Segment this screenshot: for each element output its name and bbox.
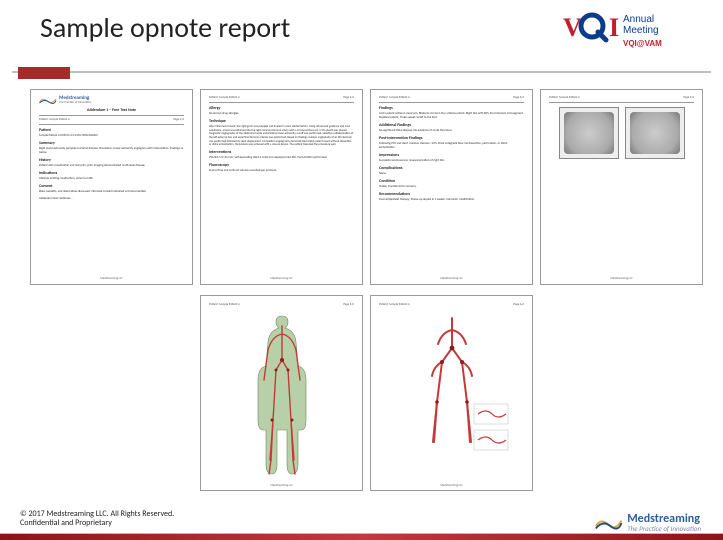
fluoro-image-2 [625, 107, 685, 159]
footer-band: © 2017 Medstreaming LLC. All Rights Rese… [0, 494, 723, 540]
title-rule [0, 65, 723, 79]
title-area: Sample opnote report V I Annual Meeting … [0, 0, 723, 59]
full-body-arterial-diagram [222, 310, 342, 480]
report-page-1: MedstreamingThe Practice of Innovation A… [30, 89, 193, 285]
report-page-3: Patient: Sample Patient APage 3/6 Findin… [370, 89, 533, 285]
slide-title: Sample opnote report [40, 10, 290, 45]
fluoro-image-1 [559, 107, 619, 159]
vqi-logo: V I Annual Meeting VQI@VAM [563, 10, 693, 59]
report-page-6: Patient: Sample Patient APage 6/6 [370, 295, 533, 491]
medstreaming-mini-logo: MedstreamingThe Practice of Innovation [39, 96, 184, 104]
vqi-sub: VQI@VAM [623, 39, 662, 48]
report-page-4: Patient: Sample Patient APage 4/6 Medstr… [540, 89, 703, 285]
svg-text:I: I [609, 13, 619, 42]
medstreaming-footer-logo: Medstreaming The Practice of Innovation [595, 513, 701, 532]
report-thumbnails: MedstreamingThe Practice of Innovation A… [30, 89, 703, 494]
vqi-line2: Meeting [623, 25, 659, 36]
vqi-line1: Annual [623, 14, 654, 25]
report-page-5: Patient: Sample Patient APage 5/6 Medstr… [200, 295, 363, 491]
copyright: © 2017 Medstreaming LLC. All Rights Rese… [18, 509, 176, 530]
aortoiliac-arterial-diagram [392, 310, 512, 480]
report-page-2: Patient: Sample Patient APage 2/6 Allerg… [200, 89, 363, 285]
